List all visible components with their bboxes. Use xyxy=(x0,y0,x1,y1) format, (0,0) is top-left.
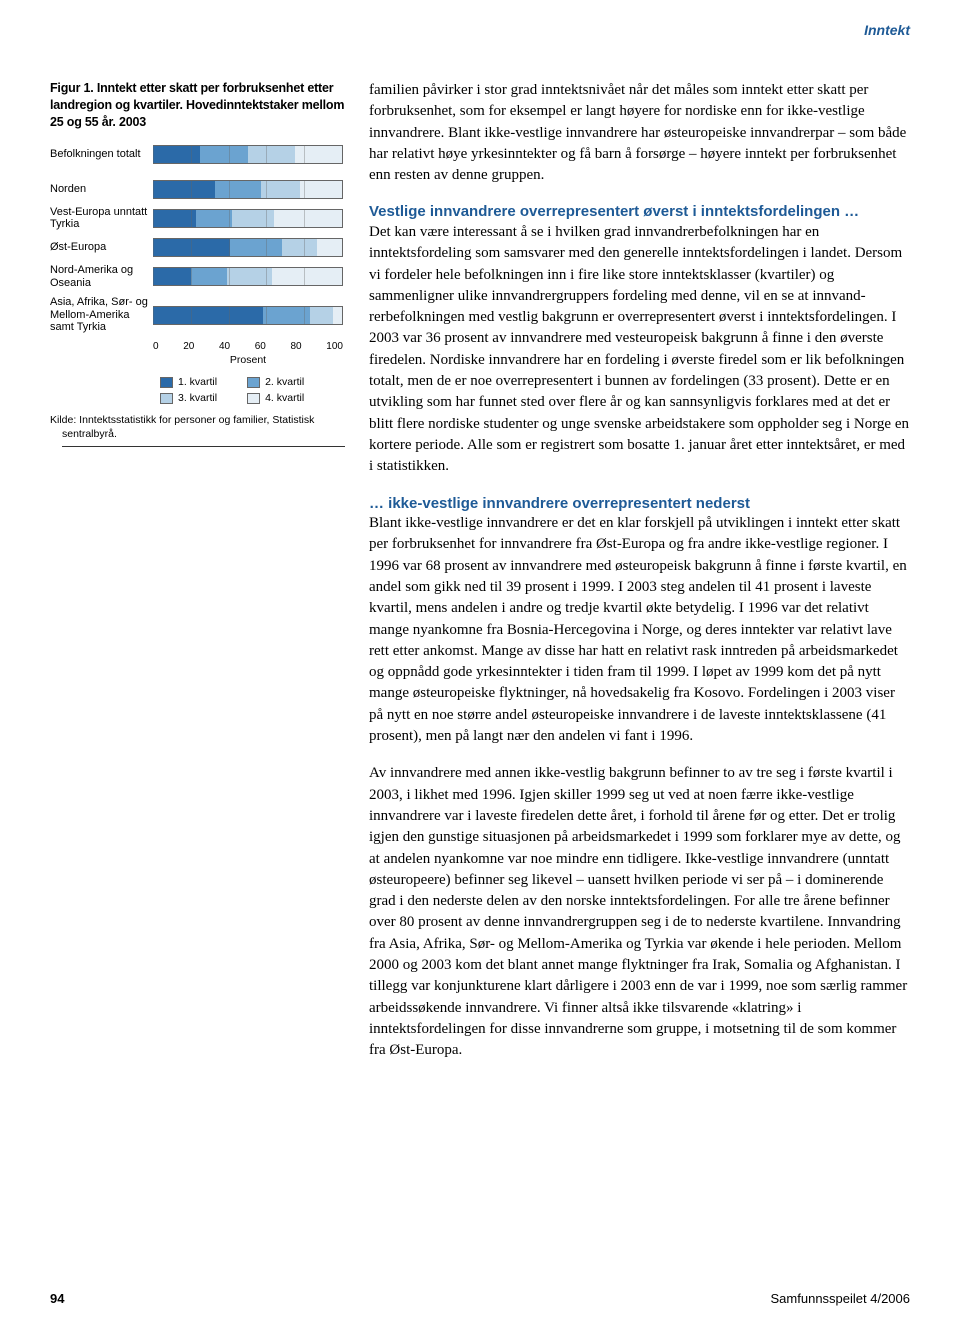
bar-segment xyxy=(282,239,318,256)
tick-label: 20 xyxy=(183,341,194,352)
bar-segment xyxy=(153,181,215,198)
paragraph: Vestlige innvandrere overrepresentert øv… xyxy=(369,202,910,477)
page-number: 94 xyxy=(50,1291,64,1306)
row-label: Befolkningen totalt xyxy=(50,148,153,161)
section-header: Inntekt xyxy=(864,22,910,38)
row-label: Vest-Europa unntatt Tyrkia xyxy=(50,206,153,231)
tick-label: 0 xyxy=(153,341,159,352)
legend-swatch xyxy=(247,393,260,404)
x-axis-label: Prosent xyxy=(153,354,343,366)
bar-segment xyxy=(300,181,342,198)
chart-row: Vest-Europa unntatt Tyrkia xyxy=(50,206,345,231)
page-content: Figur 1. Inntekt etter skatt per forbruk… xyxy=(50,80,910,1077)
bar-segment xyxy=(261,181,301,198)
bar-segment xyxy=(230,239,281,256)
legend-swatch xyxy=(160,393,173,404)
chart-row: Øst-Europa xyxy=(50,238,345,257)
tick-label: 80 xyxy=(291,341,302,352)
chart-row: Asia, Afrika, Sør- og Mellom-Amerika sam… xyxy=(50,296,345,334)
bar-segment xyxy=(317,239,342,256)
legend-item: 4. kvartil xyxy=(247,392,304,404)
paragraph: Av innvandrere med annen ikke-vestlig ba… xyxy=(369,763,910,1061)
row-label: Nord-Amerika og Oseania xyxy=(50,264,153,289)
row-label: Norden xyxy=(50,183,153,196)
legend-label: 1. kvartil xyxy=(178,376,217,388)
tick-label: 100 xyxy=(326,341,343,352)
subheading: Vestlige innvandrere overrepresentert øv… xyxy=(369,202,910,222)
stacked-bar-chart: Befolkningen totalt Norden Vest-Europa unn… xyxy=(50,145,345,334)
bar-segment xyxy=(272,268,342,285)
bar-segment xyxy=(263,307,310,324)
bar-segment xyxy=(248,146,295,163)
chart-row: Nord-Amerika og Oseania xyxy=(50,264,345,289)
tick-label: 40 xyxy=(219,341,230,352)
bar-segment xyxy=(215,181,260,198)
bar xyxy=(153,180,343,199)
page-footer: 94 Samfunnsspeilet 4/2006 xyxy=(50,1291,910,1306)
chart-row: Norden xyxy=(50,180,345,199)
bar-segment xyxy=(153,239,230,256)
bar-segment xyxy=(310,307,333,324)
figure-title: Figur 1. Inntekt etter skatt per forbruk… xyxy=(50,80,345,131)
bar-segment xyxy=(227,268,272,285)
bar xyxy=(153,209,343,228)
paragraph: familien påvirker i stor grad inntektsni… xyxy=(369,80,910,186)
bar-segment xyxy=(153,307,263,324)
bar xyxy=(153,145,343,164)
figure-column: Figur 1. Inntekt etter skatt per forbruk… xyxy=(50,80,345,1077)
bar-segment xyxy=(274,210,342,227)
bar-segment xyxy=(153,268,191,285)
bar xyxy=(153,306,343,325)
legend-label: 4. kvartil xyxy=(265,392,304,404)
chart-source: Kilde: Inntektsstatistikk for personer o… xyxy=(62,414,345,447)
publication-ref: Samfunnsspeilet 4/2006 xyxy=(771,1291,910,1306)
bar-segment xyxy=(153,146,200,163)
row-label: Øst-Europa xyxy=(50,241,153,254)
legend-swatch xyxy=(247,377,260,388)
chart-row: Befolkningen totalt xyxy=(50,145,345,164)
bar-segment xyxy=(191,268,227,285)
paragraph-text: Blant ikke-vestlige innvandrere er det e… xyxy=(369,515,907,744)
bar-segment xyxy=(200,146,247,163)
legend-item: 3. kvartil xyxy=(160,392,217,404)
bar-segment xyxy=(295,146,342,163)
row-label: Asia, Afrika, Sør- og Mellom-Amerika sam… xyxy=(50,296,153,334)
paragraph-text: Det kan være interessant å se i hvilken … xyxy=(369,224,909,474)
bar-segment xyxy=(232,210,274,227)
bar xyxy=(153,238,343,257)
legend-swatch xyxy=(160,377,173,388)
bar xyxy=(153,267,343,286)
legend-label: 2. kvartil xyxy=(265,376,304,388)
bar-segment xyxy=(333,307,342,324)
body-text-column: familien påvirker i stor grad inntektsni… xyxy=(369,80,910,1077)
legend-label: 3. kvartil xyxy=(178,392,217,404)
bar-segment xyxy=(153,210,196,227)
legend-item: 2. kvartil xyxy=(247,376,304,388)
subheading: … ikke-vestlige innvandrere overrepresen… xyxy=(369,494,910,514)
legend-item: 1. kvartil xyxy=(160,376,217,388)
x-axis-ticks: 0 20 40 60 80 100 xyxy=(50,341,345,352)
paragraph: … ikke-vestlige innvandrere overrepresen… xyxy=(369,494,910,748)
tick-label: 60 xyxy=(255,341,266,352)
bar-segment xyxy=(196,210,232,227)
chart-legend: 1. kvartil 2. kvartil 3. kvartil 4. kvartil xyxy=(160,376,345,404)
